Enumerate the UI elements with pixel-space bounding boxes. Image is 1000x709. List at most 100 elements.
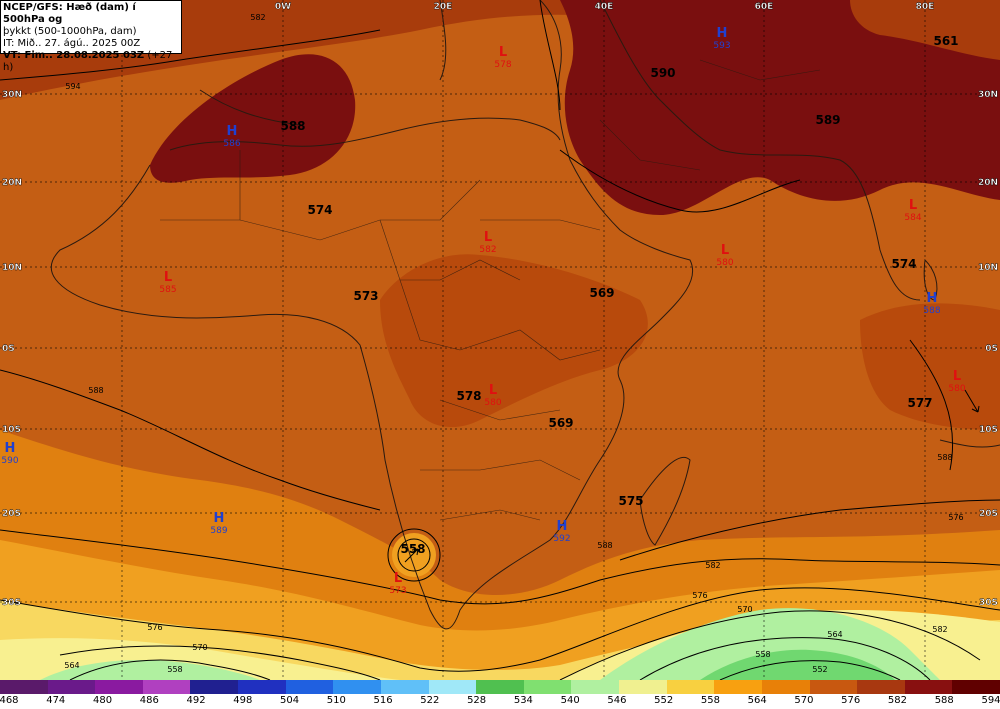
colorbar-swatch [571,680,621,694]
arrow-icon [404,548,419,563]
pressure-center-value: 586 [223,139,240,149]
latitude-label: 30N [978,90,998,100]
pressure-center-value: 592 [553,534,570,544]
latitude-label: 30S [2,598,21,608]
sahara-high-fill [150,54,356,183]
longitude-label: 40E [595,2,614,12]
colorbar-tick-label: 540 [560,695,580,706]
latitude-label: 20S [979,509,998,519]
contour-588-east-coast [909,339,954,471]
weather-map: 594 582 588 576 570 564 558 582 576 570 564 558 552 5… [0,0,1000,680]
latitude-label: 10N [2,263,22,273]
pressure-center-letter: H [927,291,938,306]
colorbar-swatch [904,680,954,694]
colorbar-tick-label: 588 [934,695,954,706]
colorbar-tick-label: 522 [420,695,440,706]
colorbar-swatch [428,680,478,694]
pressure-center-letter: L [489,383,497,398]
latitude-labels-left: 30N 20N 10N 0S 10S 20S 30S [2,90,22,608]
valid-time: VT: Fim.. 28.08.2025 03Z [3,50,145,61]
geopotential-label: 574 [307,203,332,217]
cutoff-low-contour-inner [397,538,431,572]
contour-582 [0,529,1000,605]
pressure-center-letter: L [499,45,507,60]
longitude-labels: 0W 20E 40E 60E 80E [275,2,935,12]
contour-588-east [619,499,1000,561]
pressure-center-letter: H [717,26,728,41]
geopotential-label: 574 [891,257,916,271]
colorbar-swatch [619,680,668,694]
colorbar: 468 474 480 486 492 498 504 510 516 522 528 534 540 5… [0,680,1000,709]
contour-594-north [0,29,381,81]
colorbar-swatch [285,680,335,694]
pressure-center-value: 593 [713,41,730,51]
pressure-center-letter: L [721,243,729,258]
colorbar-swatch [476,680,525,694]
geopotential-label: 569 [548,416,573,430]
contour-label: 576 [692,591,707,600]
colorbar-swatch [714,680,763,694]
colorbar-tick-label: 594 [981,695,1000,706]
pressure-center-value: 585 [159,285,176,295]
geopotential-label: 558 [400,542,425,556]
contour-label: 552 [812,665,827,674]
south-green-core [700,649,895,680]
geopotential-labels: 588 574 573 569 578 569 575 558 590 589 574 577 561 [280,34,958,556]
header-line-1: NCEP/GFS: Hæð (dam) í 500hPa og [3,2,136,25]
colorbar-swatch [857,680,906,694]
geopotential-label: 561 [933,34,958,48]
latitude-label: 30N [2,90,22,100]
colorbar-swatch [0,680,49,694]
pressure-center-letter: L [164,270,172,285]
colorbar-tick-label: 582 [887,695,908,706]
longitude-label: 60E [755,2,774,12]
pressure-center-letter: L [394,571,402,586]
header-line-3: IT: Mið.. 27. ágú.. 2025 00Z [3,38,141,49]
contour-570 [59,645,381,680]
pressure-center-value: 589 [210,526,227,536]
colorbar-swatch [761,680,811,694]
pressure-center-value: 580 [716,258,733,268]
contour-labels: 594 582 588 576 570 564 558 582 576 570 564 558 552 5… [64,13,963,674]
colorbar-tick-label: 510 [326,695,346,706]
header-line-4: VT: Fim.. 28.08.2025 03Z (+27 h) [3,50,179,74]
longitude-label: 20E [434,2,453,12]
latitude-label: 20S [2,509,21,519]
geopotential-label: 573 [353,289,378,303]
arabia-high-fill [560,0,1000,215]
contour-label: 588 [937,453,952,462]
colorbar-tick-label: 492 [186,695,206,706]
contours [0,0,1000,680]
cutoff-low-contour-outer [387,528,441,582]
pressure-center-value: 582 [479,245,496,255]
contour-label: 576 [147,623,162,632]
pressure-center-value: 590 [1,456,18,466]
latitude-label: 20N [978,178,998,188]
contour-570-east [559,610,981,680]
contour-label: 582 [250,13,265,22]
longitude-label: 80E [916,2,935,12]
contour-576 [0,587,1000,672]
pressure-center-letter: H [227,124,238,139]
contour-588-arabia [559,149,801,213]
pressure-center-letter: L [909,198,917,213]
pressure-center-value: 573 [389,586,406,596]
latitude-label: 10N [978,263,998,273]
colorbar-swatch [142,680,192,694]
colorbar-swatch [95,680,144,694]
latitude-label: 10S [2,425,21,435]
geopotential-label: 588 [280,119,305,133]
colorbar-swatch [952,680,1000,694]
south-west-green [40,660,260,680]
pressure-center-value: 580 [948,384,965,394]
coastlines [50,0,1000,630]
colorbar-swatch [333,680,382,694]
